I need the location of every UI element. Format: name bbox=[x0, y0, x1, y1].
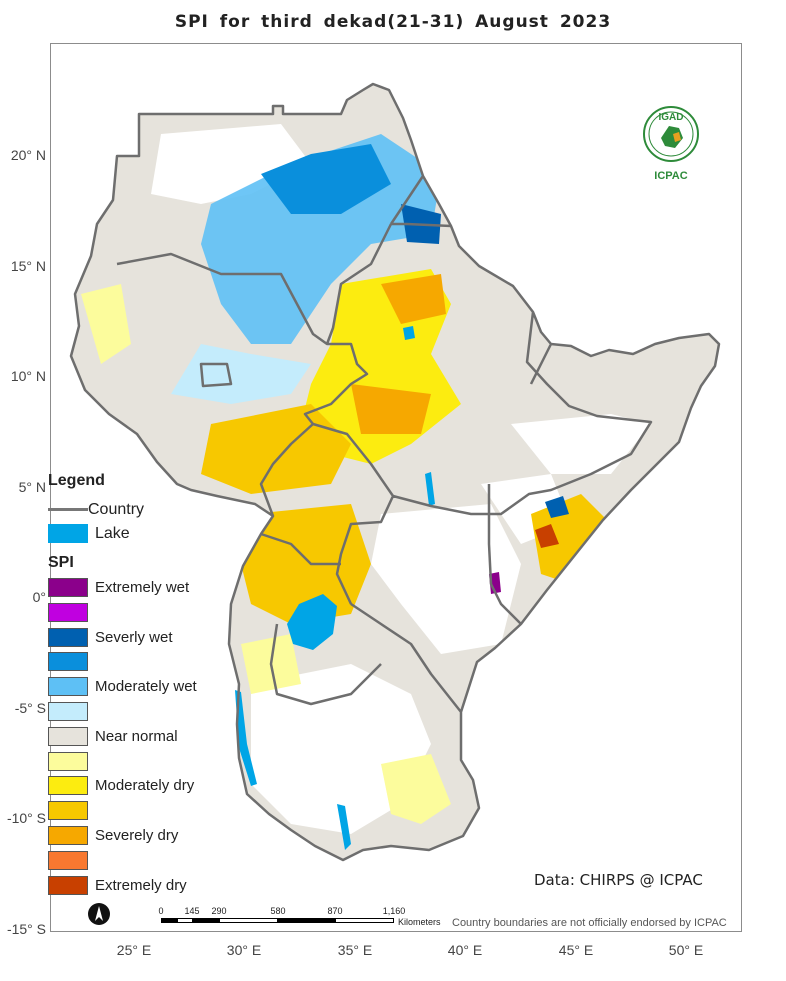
legend-country-label: Country bbox=[88, 501, 145, 518]
lake-swatch bbox=[48, 524, 88, 543]
scale-segment bbox=[278, 918, 335, 923]
scale-tick-870: 870 bbox=[327, 906, 343, 916]
disclaimer: Country boundaries are not officially en… bbox=[452, 917, 727, 929]
latitude-label-10s: -10° S bbox=[6, 810, 46, 826]
spi-swatch bbox=[48, 652, 88, 672]
longitude-label-25e: 25° E bbox=[116, 942, 152, 958]
legend-lake: Lake bbox=[48, 524, 248, 544]
legend-spi-class: Extremely wet bbox=[48, 578, 248, 598]
spi-swatch bbox=[48, 726, 88, 746]
legend-spi-class bbox=[48, 702, 248, 722]
dry-area-uganda-drc bbox=[241, 504, 371, 624]
scale-tick-290: 290 bbox=[211, 906, 227, 916]
dry-area-somalia-extreme bbox=[535, 524, 559, 548]
map-frame bbox=[50, 43, 742, 932]
scale-bar: 0 145 290 580 870 1,160 Kilometers bbox=[158, 906, 448, 936]
wet-area-chad-light bbox=[171, 344, 311, 404]
north-arrow-icon bbox=[88, 903, 110, 925]
scale-segment bbox=[219, 918, 278, 923]
spi-swatch bbox=[48, 875, 88, 895]
scale-tick-0: 0 bbox=[158, 906, 164, 916]
lake-tanganyika bbox=[235, 690, 257, 786]
spi-class-label: Severely dry bbox=[95, 827, 179, 844]
logo-bottom-text: ICPAC bbox=[654, 170, 688, 182]
legend-spi-class: Near normal bbox=[48, 726, 248, 747]
spi-swatch bbox=[48, 776, 88, 796]
longitude-label-50e: 50° E bbox=[668, 942, 704, 958]
scale-tick-580: 580 bbox=[270, 906, 286, 916]
spi-class-label: Severly wet bbox=[95, 628, 173, 646]
lake-malawi bbox=[337, 804, 351, 850]
legend-spi-class bbox=[48, 602, 248, 623]
dry-area-severe-2 bbox=[351, 384, 431, 434]
spi-class-label: Extremely dry bbox=[95, 876, 187, 894]
scale-unit: Kilometers bbox=[398, 917, 441, 927]
country-line-icon bbox=[48, 508, 88, 511]
legend-spi-class: Extremely dry bbox=[48, 875, 248, 896]
spi-swatch bbox=[48, 627, 88, 647]
white-area-kenya bbox=[371, 504, 521, 654]
spi-swatch bbox=[48, 826, 88, 845]
dry-area-tanzania-south bbox=[381, 754, 451, 824]
igad-icpac-logo: IGAD ICPAC bbox=[633, 104, 709, 186]
legend-spi-class bbox=[48, 801, 248, 821]
latitude-label-5n: 5° N bbox=[18, 479, 46, 495]
white-area-somalia bbox=[511, 414, 651, 474]
wet-area-somalia bbox=[545, 496, 569, 518]
spi-map bbox=[69, 82, 721, 862]
scale-segment bbox=[177, 918, 193, 923]
longitude-label-45e: 45° E bbox=[558, 942, 594, 958]
spi-class-label: Moderately dry bbox=[95, 777, 195, 795]
legend-country: Country bbox=[48, 500, 248, 520]
data-source: Data: CHIRPS @ ICPAC bbox=[534, 871, 703, 889]
spi-swatch bbox=[48, 850, 88, 870]
country-boundaries bbox=[69, 82, 721, 862]
spi-swatch bbox=[48, 801, 88, 821]
latitude-label-15s: -15° S bbox=[6, 921, 46, 937]
dry-area-light-west bbox=[81, 284, 131, 364]
latitude-label-10n: 10° N bbox=[10, 368, 46, 384]
latitude-label-5s: -5° S bbox=[14, 700, 46, 716]
latitude-label-20n: 20° N bbox=[10, 147, 46, 163]
dry-area-sudan-south bbox=[201, 404, 351, 494]
logo-top-text: IGAD bbox=[658, 112, 684, 123]
legend-spi-class: Severely dry bbox=[48, 826, 248, 846]
logo-emblem-icon bbox=[643, 106, 699, 162]
lake-turkana bbox=[425, 472, 435, 506]
scale-segment bbox=[335, 918, 394, 923]
map-title: SPI for third dekad(21-31) August 2023 bbox=[174, 12, 612, 32]
spi-swatch bbox=[48, 602, 88, 622]
legend-spi-class: Moderately dry bbox=[48, 776, 248, 796]
legend-lake-label: Lake bbox=[95, 525, 130, 542]
latitude-label-15n: 15° N bbox=[10, 258, 46, 274]
spi-swatch bbox=[48, 702, 88, 721]
spi-swatch bbox=[48, 677, 88, 697]
legend-spi-class bbox=[48, 850, 248, 871]
legend-spi-class: Moderately wet bbox=[48, 677, 248, 697]
legend-heading: Legend bbox=[48, 472, 105, 489]
scale-segment bbox=[193, 918, 219, 923]
scale-tick-1160: 1,160 bbox=[382, 906, 406, 916]
spi-class-label: Near normal bbox=[95, 727, 178, 745]
spi-swatch bbox=[48, 751, 88, 771]
longitude-label-35e: 35° E bbox=[337, 942, 373, 958]
latitude-label-0: 0° bbox=[32, 589, 46, 605]
spi-class-label: Moderately wet bbox=[95, 678, 197, 696]
longitude-label-30e: 30° E bbox=[226, 942, 262, 958]
lake-tana bbox=[403, 326, 415, 340]
legend-spi-class bbox=[48, 751, 248, 772]
legend-spi-class: Severly wet bbox=[48, 627, 248, 648]
wet-area-severe bbox=[261, 144, 391, 214]
lake-victoria bbox=[287, 594, 337, 650]
spi-swatch bbox=[48, 578, 88, 597]
scale-tick-145: 145 bbox=[184, 906, 200, 916]
longitude-label-40e: 40° E bbox=[447, 942, 483, 958]
spi-class-label: Extremely wet bbox=[95, 579, 190, 596]
legend-spi-heading: SPI bbox=[48, 554, 74, 571]
scale-segment bbox=[161, 918, 177, 923]
legend-spi-class bbox=[48, 652, 248, 672]
white-area-tanzania bbox=[251, 664, 431, 834]
dry-area-severe bbox=[381, 274, 446, 324]
